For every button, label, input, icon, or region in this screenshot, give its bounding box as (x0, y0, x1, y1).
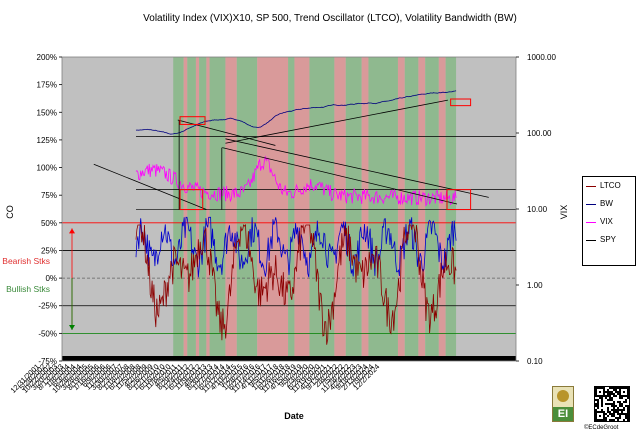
logo: EI (552, 386, 574, 422)
regime-band-bearish (418, 57, 426, 361)
x-axis: 12/31/20015/28/200210/22/20023/20/20038/… (9, 362, 382, 395)
trendline (225, 99, 448, 144)
vix-line (135, 155, 457, 207)
regime-band-bullish (288, 57, 295, 361)
right-axis-tick-label: 10.00 (527, 205, 548, 214)
bottom-band (62, 356, 516, 361)
regime-band-bullish (425, 57, 439, 361)
highlight-box (450, 98, 472, 107)
highlight-box (179, 189, 204, 211)
regime-band-bearish (206, 57, 210, 361)
regime-band-bearish (183, 57, 188, 361)
legend: LTCO BW VIX SPY (582, 176, 636, 266)
right-axis-tick-label: 1000.00 (527, 53, 556, 62)
arrow-up-icon (69, 228, 75, 234)
left-axis-tick-label: 200% (37, 53, 57, 62)
highlight-box (179, 116, 206, 125)
highlight-box (446, 189, 472, 211)
regime-band-bearish (397, 57, 405, 361)
arrow-down-icon (69, 325, 75, 331)
bullish-label: Bullish Stks (6, 284, 50, 294)
legend-swatch-vix (586, 222, 596, 223)
logo-mark: EI (553, 407, 573, 421)
right-axis: 1000.00 100.00 10.00 1.00 0.10 (516, 53, 556, 366)
regime-band-bearish (257, 57, 289, 361)
left-axis-tick-label: 175% (37, 81, 57, 90)
bearish-label: Bearish Stks (2, 256, 50, 266)
regime-band-bearish (438, 57, 446, 361)
coin-icon (557, 390, 569, 402)
legend-label-bw: BW (600, 199, 613, 208)
left-axis-title: CO (5, 205, 15, 219)
legend-label-spy: SPY (600, 235, 617, 244)
regime-band-bearish (294, 57, 310, 361)
regime-band-bullish (445, 57, 457, 361)
regime-band-bearish (195, 57, 200, 361)
x-axis-title: Date (284, 411, 304, 421)
plot-area (61, 56, 517, 362)
regime-band-bullish (404, 57, 419, 361)
left-axis-tick-label: 150% (37, 108, 57, 117)
regime-band-bullish (368, 57, 398, 361)
trendline (225, 138, 489, 198)
right-axis-title: VIX (559, 205, 569, 220)
left-axis-tick-label: -50% (38, 329, 57, 338)
left-axis-tick-label: -25% (38, 302, 57, 311)
left-axis-tick-label: 0% (45, 274, 57, 283)
regime-band-bullish (345, 57, 362, 361)
legend-swatch-spy (586, 240, 596, 241)
trendline (93, 163, 207, 210)
left-axis-tick-label: 75% (41, 191, 57, 200)
left-axis-tick-label: 50% (41, 219, 57, 228)
regime-band-bullish (187, 57, 196, 361)
regime-band-bullish (173, 57, 184, 361)
right-axis-tick-label: 1.00 (527, 281, 543, 290)
qr-code-icon (594, 386, 630, 422)
right-axis-tick-label: 0.10 (527, 357, 543, 366)
left-axis-tick-label: 100% (37, 164, 57, 173)
regime-band-bearish (334, 57, 346, 361)
left-axis-tick-label: -75% (38, 357, 57, 366)
left-axis-tick-label: 25% (41, 246, 57, 255)
legend-swatch-ltco (586, 186, 596, 187)
regime-band-bullish (236, 57, 258, 361)
regime-band-bearish (225, 57, 237, 361)
regime-band-bearish (361, 57, 369, 361)
spy-line (135, 90, 457, 135)
legend-swatch-bw (586, 204, 596, 205)
credit-text: ©ECdeGroot (584, 425, 619, 431)
chart-title: Volatility Index (VIX)X10, SP 500, Trend… (143, 13, 517, 24)
trendline (222, 147, 458, 205)
right-axis-tick-label: 100.00 (527, 129, 552, 138)
legend-label-vix: VIX (600, 217, 613, 226)
ltco-line (135, 223, 457, 345)
legend-label-ltco: LTCO (600, 181, 621, 190)
left-axis: 200% 175% 150% 125% 100% 75% 50% 25% 0% -25% -50% -… (37, 53, 62, 366)
regime-band-bullish (209, 57, 226, 361)
left-axis-tick-label: 125% (37, 136, 57, 145)
